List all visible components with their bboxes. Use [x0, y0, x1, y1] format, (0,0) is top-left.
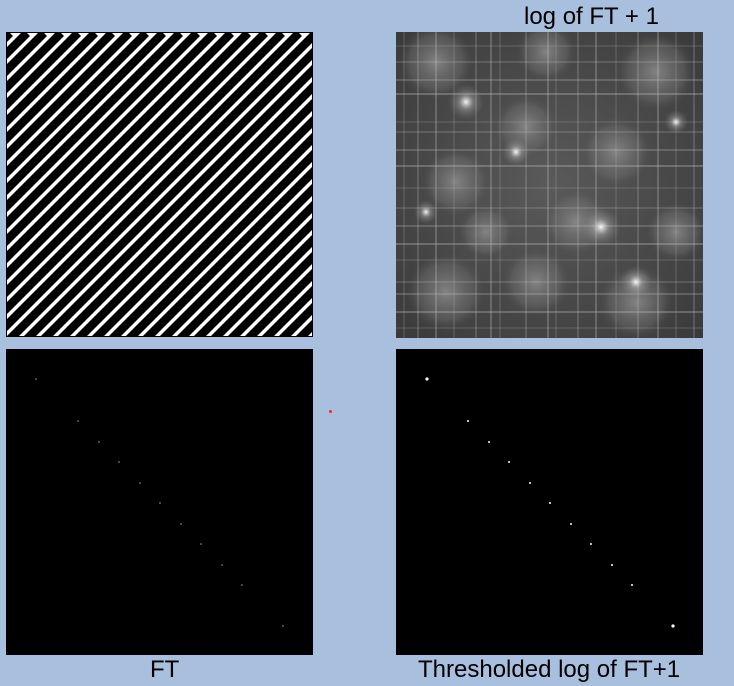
ft-magnitude-image: [6, 349, 313, 655]
stripe: [159, 183, 312, 336]
stripe: [23, 47, 312, 336]
stripe: [7, 33, 269, 298]
stripe: [193, 217, 312, 336]
stripe: [7, 33, 116, 145]
ft-peak: [282, 625, 284, 627]
spectrum-blob: [646, 202, 703, 262]
ft-peak: [180, 523, 182, 525]
thresholded-log-ft: [396, 349, 703, 655]
stripe: [244, 268, 312, 336]
stripe: [7, 33, 312, 336]
diagonal-stripe-image: [6, 32, 313, 337]
threshold-peak: [529, 482, 531, 484]
threshold-peak: [631, 584, 633, 586]
thresholded-log-ft-image: [396, 349, 703, 655]
red-dot-marker: [329, 410, 332, 413]
spectrum-blob: [458, 204, 514, 260]
stripe: [7, 33, 99, 128]
spectrum-blob: [516, 32, 576, 82]
spectrum-peak: [448, 84, 484, 120]
stripe: [7, 33, 286, 315]
stripe: [227, 251, 312, 336]
spectrum-peak: [620, 266, 652, 298]
spectrum-blob: [616, 32, 696, 112]
ft-peak: [221, 564, 223, 566]
stripe: [7, 33, 150, 179]
spectrum-blob: [398, 32, 474, 100]
stripe: [125, 149, 312, 336]
ft-caption: FT: [150, 656, 180, 683]
log-ft-spectrum: [396, 32, 703, 338]
threshold-peak: [488, 441, 490, 443]
stripe: [261, 285, 312, 336]
threshold-peak: [425, 377, 429, 381]
thresholded-caption: Thresholded log of FT+1: [418, 656, 681, 683]
stripe: [7, 33, 133, 162]
threshold-peak: [467, 420, 469, 422]
ft-peak: [118, 461, 120, 463]
stripe: [40, 64, 312, 336]
log-ft-caption: log of FT + 1: [524, 3, 659, 30]
spectrum-peak: [664, 110, 688, 134]
stripe: [142, 166, 312, 336]
stripe: [7, 33, 303, 332]
threshold-peak: [611, 564, 613, 566]
stripe: [176, 200, 312, 336]
spectrum-blob: [580, 116, 652, 188]
stripe: [7, 33, 167, 196]
ft-peak: [77, 420, 79, 422]
spectrum-blob: [501, 247, 571, 317]
threshold-peak: [508, 461, 510, 463]
stripe-pattern: [7, 33, 312, 336]
stripe: [7, 33, 82, 111]
ft-peak: [35, 378, 37, 380]
stripe: [57, 81, 312, 336]
threshold-peak: [671, 624, 675, 628]
stripe: [7, 33, 201, 230]
stripe: [7, 33, 235, 264]
threshold-peak: [570, 523, 572, 525]
ft-peak: [159, 502, 161, 504]
stripe: [91, 115, 312, 336]
stripe: [7, 33, 184, 213]
stripe: [108, 132, 312, 336]
spectrum-peak: [502, 138, 530, 166]
stripe: [7, 33, 218, 247]
stripe: [7, 33, 252, 281]
ft-peak: [139, 482, 141, 484]
threshold-peak: [549, 502, 551, 504]
spectrum-blob: [421, 147, 491, 217]
spectrum-peak: [581, 207, 621, 247]
stripe: [210, 234, 312, 336]
ft-peak: [98, 441, 100, 443]
ft-magnitude: [6, 349, 313, 655]
stripe: [74, 98, 312, 336]
threshold-peak: [590, 543, 592, 545]
spectrum-peak: [414, 200, 438, 224]
ft-peak: [241, 584, 243, 586]
log-ft-spectrum-image: [396, 32, 703, 338]
ft-peak: [200, 543, 202, 545]
spectrum-blob: [598, 264, 674, 338]
